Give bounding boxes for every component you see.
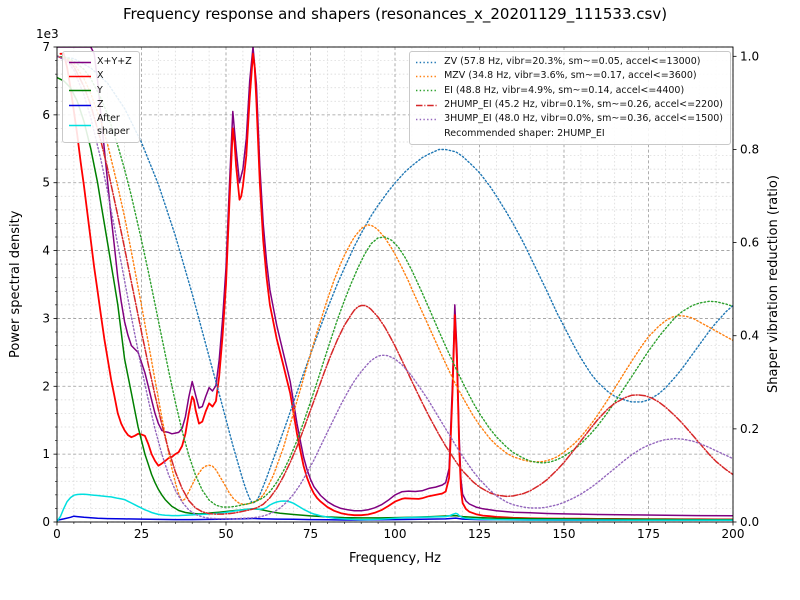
left-y-tick-label: 5 bbox=[42, 176, 50, 190]
x-tick-label: 50 bbox=[218, 527, 233, 541]
x-tick-label: 200 bbox=[722, 527, 745, 541]
legend-item-x-y-z: X+Y+Z bbox=[68, 56, 132, 68]
x-tick-label: 100 bbox=[384, 527, 407, 541]
legend-item-after-shaper: After shaper bbox=[68, 113, 132, 138]
left-y-tick-label: 6 bbox=[42, 108, 50, 122]
left-y-tick-label: 3 bbox=[42, 311, 50, 325]
legend-label: 2HUMP_EI (45.2 Hz, vibr=0.1%, sm~=0.26, … bbox=[444, 99, 723, 111]
legend-label: Recommended shaper: 2HUMP_EI bbox=[444, 127, 605, 139]
x-tick-label: 75 bbox=[303, 527, 318, 541]
legend-label: X bbox=[97, 70, 104, 82]
right-y-tick-label: 0.2 bbox=[740, 422, 759, 436]
legend-line-sample bbox=[69, 61, 91, 63]
x-tick-label: 25 bbox=[134, 527, 149, 541]
legend-line-sample bbox=[416, 75, 439, 78]
legend-item-2hump-ei: 2HUMP_EI (45.2 Hz, vibr=0.1%, sm~=0.26, … bbox=[415, 99, 723, 111]
x-tick-label: 125 bbox=[468, 527, 491, 541]
legend-item-recommended: Recommended shaper: 2HUMP_EI bbox=[415, 128, 723, 140]
series-line-mzv bbox=[57, 55, 733, 505]
series-line-2hump-ei bbox=[57, 55, 733, 515]
legend-item-zv: ZV (57.8 Hz, vibr=20.3%, sm~=0.05, accel… bbox=[415, 56, 723, 68]
x-tick-label: 0 bbox=[53, 527, 61, 541]
legend-line-sample bbox=[69, 104, 91, 107]
left-y-tick-label: 7 bbox=[42, 40, 50, 54]
legend-line-sample bbox=[416, 90, 439, 92]
legend-line-sample bbox=[69, 75, 91, 78]
series-line-zv bbox=[57, 55, 733, 505]
x-tick-label: 175 bbox=[637, 527, 660, 541]
x-tick-label: 150 bbox=[553, 527, 576, 541]
legend-label: After shaper bbox=[97, 113, 130, 137]
chart-title: Frequency response and shapers (resonanc… bbox=[122, 5, 668, 23]
legend-item-z: Z bbox=[68, 99, 132, 111]
right-y-tick-label: 0.8 bbox=[740, 142, 759, 156]
left-y-axis-label: Power spectral density bbox=[8, 210, 23, 359]
legend-item-3hump-ei: 3HUMP_EI (48.0 Hz, vibr=0.0%, sm~=0.36, … bbox=[415, 113, 723, 125]
right-y-axis-label: Shaper vibration reduction (ratio) bbox=[766, 175, 781, 394]
psd-legend: X+Y+Z X Y Z After shaper bbox=[62, 51, 140, 144]
x-axis-label: Frequency, Hz bbox=[348, 551, 442, 566]
legend-item-x: X bbox=[68, 70, 132, 82]
legend-label: EI (48.8 Hz, vibr=4.9%, sm~=0.14, accel<… bbox=[444, 84, 685, 96]
legend-spacer bbox=[415, 129, 439, 138]
series-line-x bbox=[59, 52, 733, 521]
series-line-3hump-ei bbox=[57, 55, 733, 520]
legend-label: ZV (57.8 Hz, vibr=20.3%, sm~=0.05, accel… bbox=[444, 56, 701, 67]
right-y-tick-label: 0.4 bbox=[740, 329, 759, 343]
series-lines bbox=[57, 47, 733, 522]
legend-item-mzv: MZV (34.8 Hz, vibr=3.6%, sm~=0.17, accel… bbox=[415, 70, 723, 82]
left-y-tick-label: 2 bbox=[42, 379, 50, 393]
legend-item-y: Y bbox=[68, 85, 132, 97]
legend-label: MZV (34.8 Hz, vibr=3.6%, sm~=0.17, accel… bbox=[444, 70, 697, 82]
left-y-tick-label: 1 bbox=[42, 447, 50, 461]
series-line-after-shaper bbox=[57, 493, 733, 522]
right-y-tick-label: 0.0 bbox=[740, 515, 759, 529]
axis-ticks: 0 25 50 75 100 125 150 175 200 0 1 2 3 4 5 6 7 0.0 0.2 0.4 0… bbox=[42, 40, 759, 541]
right-y-tick-label: 0.6 bbox=[740, 236, 759, 250]
legend-line-sample bbox=[416, 61, 439, 63]
legend-label: 3HUMP_EI (48.0 Hz, vibr=0.0%, sm~=0.36, … bbox=[444, 113, 723, 125]
legend-item-ei: EI (48.8 Hz, vibr=4.9%, sm~=0.14, accel<… bbox=[415, 85, 723, 97]
legend-label: Y bbox=[97, 84, 103, 96]
legend-label: Z bbox=[97, 99, 104, 111]
legend-line-sample bbox=[69, 124, 91, 127]
left-y-tick-label: 0 bbox=[42, 515, 50, 529]
shaper-legend: ZV (57.8 Hz, vibr=20.3%, sm~=0.05, accel… bbox=[409, 51, 731, 146]
left-axis-offset-text: 1e3 bbox=[36, 27, 59, 41]
legend-line-sample bbox=[416, 118, 439, 121]
right-y-tick-label: 1.0 bbox=[740, 49, 759, 63]
left-y-tick-label: 4 bbox=[42, 244, 50, 258]
legend-line-sample bbox=[416, 104, 439, 107]
series-line-ei bbox=[57, 55, 733, 508]
legend-line-sample bbox=[69, 90, 91, 92]
legend-label: X+Y+Z bbox=[97, 56, 132, 67]
